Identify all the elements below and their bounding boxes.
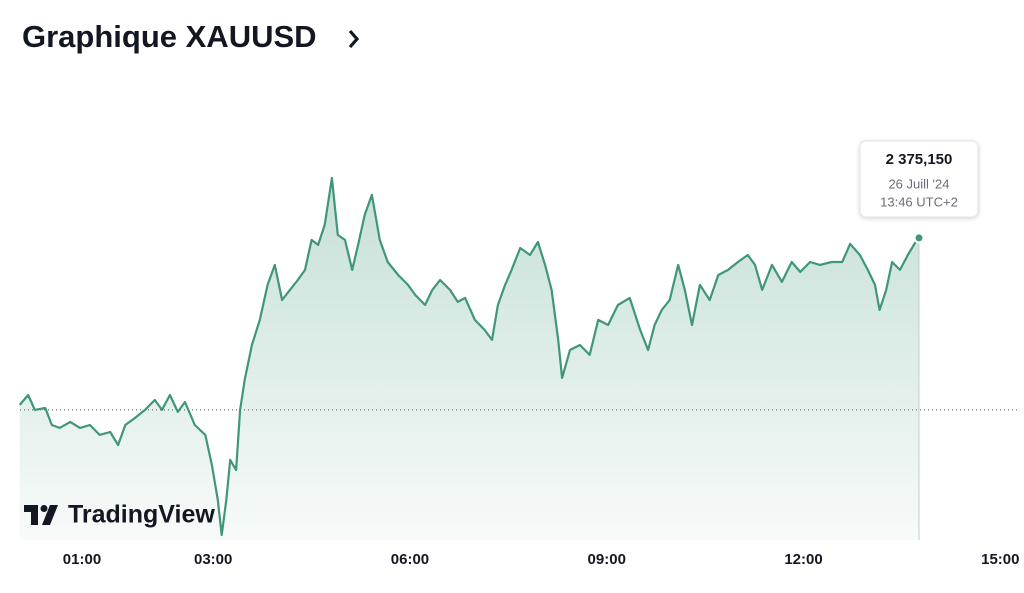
watermark: TradingView [68,501,215,529]
x-tick-label: 09:00 [588,551,626,568]
tooltip-time: 13:46 UTC+2 [880,194,958,209]
chevron-icon[interactable] [348,29,360,49]
tooltip-value: 2 375,150 [886,151,953,168]
watermark-logo: TradingView [24,501,215,529]
x-tick-label: 01:00 [63,551,101,568]
x-tick-label: 03:00 [194,551,232,568]
chart-title[interactable]: Graphique XAUUSD [22,19,317,54]
x-tick-label: 12:00 [784,551,822,568]
tooltip: 2 375,150 26 Juill '24 13:46 UTC+2 [859,140,979,218]
x-tick-label: 06:00 [391,551,429,568]
area [19,178,920,540]
tooltip-date: 26 Juill '24 [888,176,949,191]
tooltip-box [859,140,979,218]
price-line [18,176,920,537]
x-tick-label: 15:00 [981,551,1019,568]
last-point [913,232,925,244]
